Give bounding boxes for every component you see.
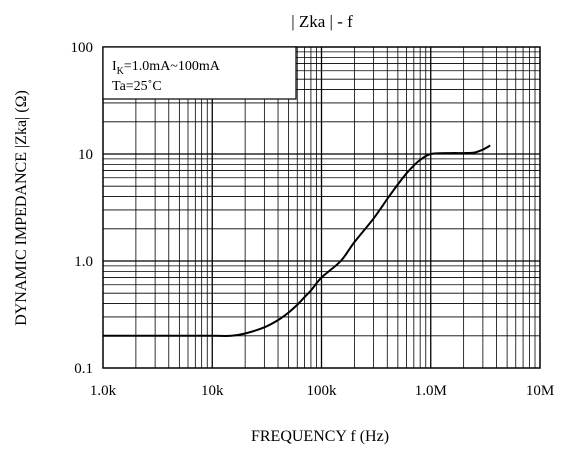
y-tick-label: 10 xyxy=(78,147,93,163)
legend-current-range: IK=1.0mA~100mA xyxy=(112,59,221,77)
chart-title: | Zka | - f xyxy=(291,12,353,31)
plot-area-border xyxy=(102,46,541,369)
y-tick-label: 0.1 xyxy=(74,361,93,377)
y-tick-labels: 0.1 1.0 10 100 xyxy=(71,40,94,377)
legend-background xyxy=(102,46,297,100)
x-tick-label: 1.0M xyxy=(415,383,447,399)
legend-temperature: Ta=25˚C xyxy=(112,79,162,94)
x-tick-label: 10k xyxy=(201,383,224,399)
x-tick-label: 10M xyxy=(526,383,554,399)
x-tick-label: 1.0k xyxy=(90,383,117,399)
legend-i-subscript: K xyxy=(117,66,125,77)
y-tick-label: 100 xyxy=(71,40,94,56)
y-tick-label: 1.0 xyxy=(74,254,93,270)
legend-i-main: I xyxy=(112,59,117,74)
impedance-curve xyxy=(103,144,491,337)
y-axis-label: DYNAMIC IMPEDANCE |Zka| (Ω) xyxy=(13,90,30,326)
x-axis-label: FREQUENCY f (Hz) xyxy=(251,428,389,445)
x-tick-label: 100k xyxy=(307,383,338,399)
legend-i-rest: =1.0mA~100mA xyxy=(124,59,221,74)
x-tick-labels: 1.0k 10k 100k 1.0M 10M xyxy=(90,383,554,399)
legend-box: IK=1.0mA~100mA Ta=25˚C xyxy=(102,46,297,100)
curve-layer xyxy=(103,144,491,337)
